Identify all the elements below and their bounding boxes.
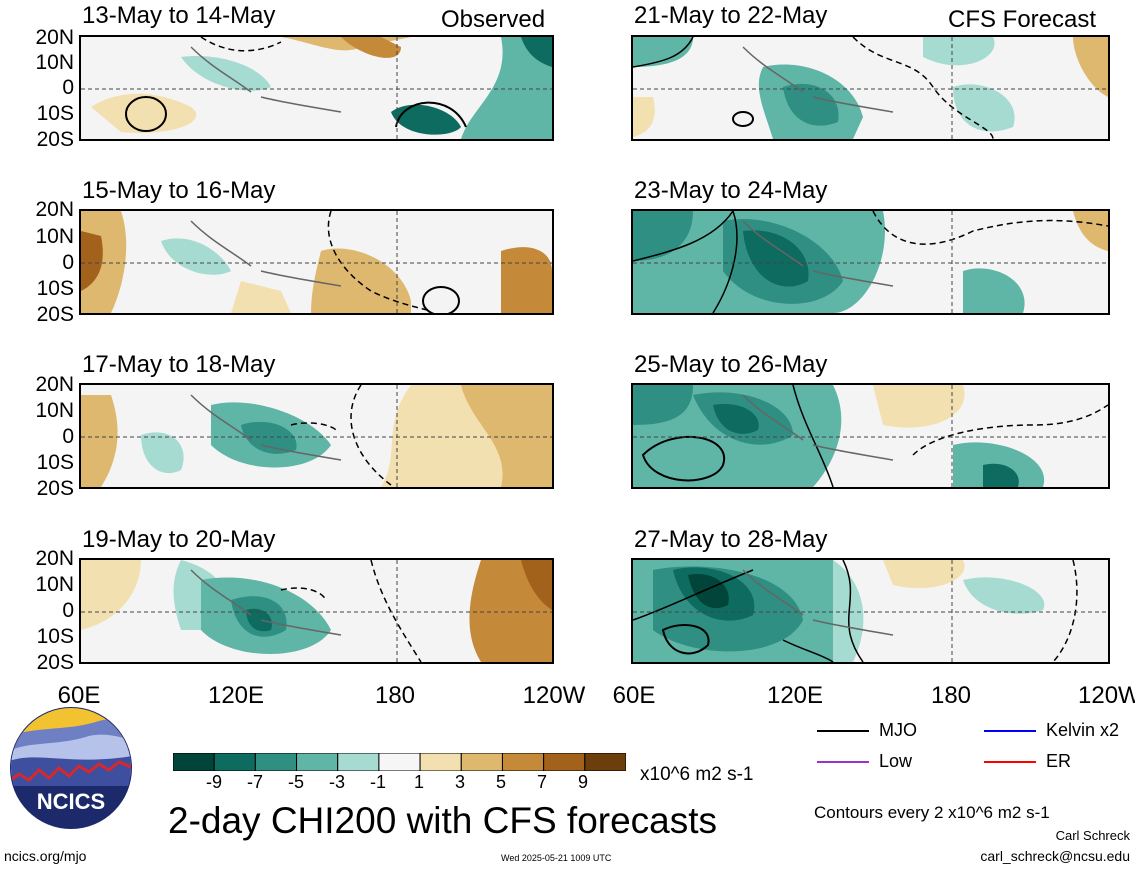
x-tick-label: 180 — [374, 682, 416, 709]
panel-title: 21-May to 22-May — [634, 2, 828, 29]
colorbar-swatch — [337, 752, 380, 772]
legend-line-mjo — [817, 730, 869, 732]
colorbar-swatch — [378, 752, 421, 772]
y-tick-label: 0 — [62, 599, 74, 622]
x-tick-label: 120W — [1078, 684, 1135, 708]
map-panel-forecast-4 — [631, 558, 1110, 664]
colorbar-swatch — [501, 752, 545, 772]
y-tick-label: 10N — [35, 573, 74, 596]
colorbar-swatch — [172, 752, 215, 772]
colorbar-tick-label: -9 — [205, 772, 222, 792]
map-panel-observed-1 — [79, 35, 554, 141]
observed-label: Observed — [441, 6, 546, 33]
legend-line-er — [984, 761, 1036, 763]
y-tick-label: 10S — [36, 277, 74, 300]
legend-label: ER — [1046, 751, 1072, 771]
y-tick-label: 0 — [62, 76, 74, 99]
colorbar-tick-label: -7 — [246, 772, 263, 792]
y-tick-label: 10S — [36, 625, 74, 648]
colorbar-tick-label: 9 — [577, 772, 588, 792]
panel-title: 17-May to 18-May — [82, 351, 276, 378]
author: Carl Schreck — [1055, 828, 1130, 843]
map-panel-forecast-1 — [631, 35, 1110, 141]
panel-title: 23-May to 24-May — [634, 177, 828, 204]
y-tick-label: 20S — [36, 477, 74, 500]
legend-label: MJO — [879, 720, 917, 740]
y-tick-label: 20N — [35, 198, 74, 221]
legend-line-low — [817, 761, 869, 763]
panel-title: 13-May to 14-May — [82, 2, 276, 29]
timestamp: Wed 2025-05-21 1009 UTC — [501, 853, 612, 863]
colorbar-tick-label: 3 — [454, 772, 465, 792]
y-tick-label: 10N — [35, 225, 74, 248]
colorbar-tick-label: -1 — [369, 772, 386, 792]
x-tick-label: 120W — [522, 682, 586, 709]
colorbar-swatch — [584, 752, 627, 772]
y-tick-label: 20N — [35, 26, 74, 49]
x-tick-label: 120E — [207, 682, 265, 709]
colorbar-swatch — [296, 752, 339, 772]
ncics-logo: NCICS — [9, 706, 133, 830]
y-tick-label: 20S — [36, 651, 74, 674]
x-tick-label: 120E — [766, 682, 824, 709]
y-tick-label: 20N — [35, 373, 74, 396]
y-tick-label: 0 — [62, 425, 74, 448]
y-tick-label: 10N — [35, 51, 74, 74]
panel-title: 19-May to 20-May — [82, 526, 276, 553]
colorbar-swatch — [213, 752, 256, 772]
y-tick-label: 10S — [36, 451, 74, 474]
colorbar-units: x10^6 m2 s-1 — [640, 764, 754, 785]
colorbar-tick-label: 5 — [495, 772, 506, 792]
y-tick-label: 20S — [36, 303, 74, 326]
map-panel-forecast-3 — [631, 383, 1110, 489]
author-email: carl_schreck@ncsu.edu — [980, 848, 1130, 864]
colorbar-swatch — [419, 752, 462, 772]
legend-label: Low — [879, 751, 913, 771]
colorbar — [172, 752, 627, 772]
colorbar-swatch — [543, 752, 586, 772]
forecast-label: CFS Forecast — [948, 6, 1097, 33]
map-panel-observed-3 — [79, 383, 554, 489]
x-tick-label: 60E — [57, 682, 101, 709]
colorbar-tick-label: -5 — [287, 772, 304, 792]
site-url: ncics.org/mjo — [4, 848, 87, 864]
panel-title: 25-May to 26-May — [634, 351, 828, 378]
colorbar-tick-label: 1 — [413, 772, 424, 792]
map-panel-observed-2 — [79, 209, 554, 315]
panel-title: 15-May to 16-May — [82, 177, 276, 204]
colorbar-swatch — [460, 752, 503, 772]
y-tick-label: 0 — [62, 251, 74, 274]
figure-title: 2-day CHI200 with CFS forecasts — [168, 800, 718, 841]
colorbar-tick-label: -3 — [328, 772, 345, 792]
map-panel-forecast-2 — [631, 209, 1110, 315]
x-tick-label: 180 — [930, 682, 972, 709]
y-tick-label: 20S — [36, 128, 74, 151]
legend-line-kelvin — [984, 730, 1036, 732]
colorbar-swatch — [254, 752, 298, 772]
y-tick-label: 20N — [35, 547, 74, 570]
contour-note: Contours every 2 x10^6 m2 s-1 — [814, 803, 1050, 822]
x-tick-label: 60E — [612, 682, 656, 709]
colorbar-tick-label: 7 — [536, 772, 547, 792]
y-tick-label: 10N — [35, 399, 74, 422]
legend-label: Kelvin x2 — [1046, 720, 1120, 740]
map-panel-observed-4 — [79, 558, 554, 664]
y-tick-label: 10S — [36, 102, 74, 125]
panel-title: 27-May to 28-May — [634, 526, 828, 553]
logo-text: NCICS — [37, 789, 105, 814]
colorbar-swatches — [172, 752, 627, 772]
